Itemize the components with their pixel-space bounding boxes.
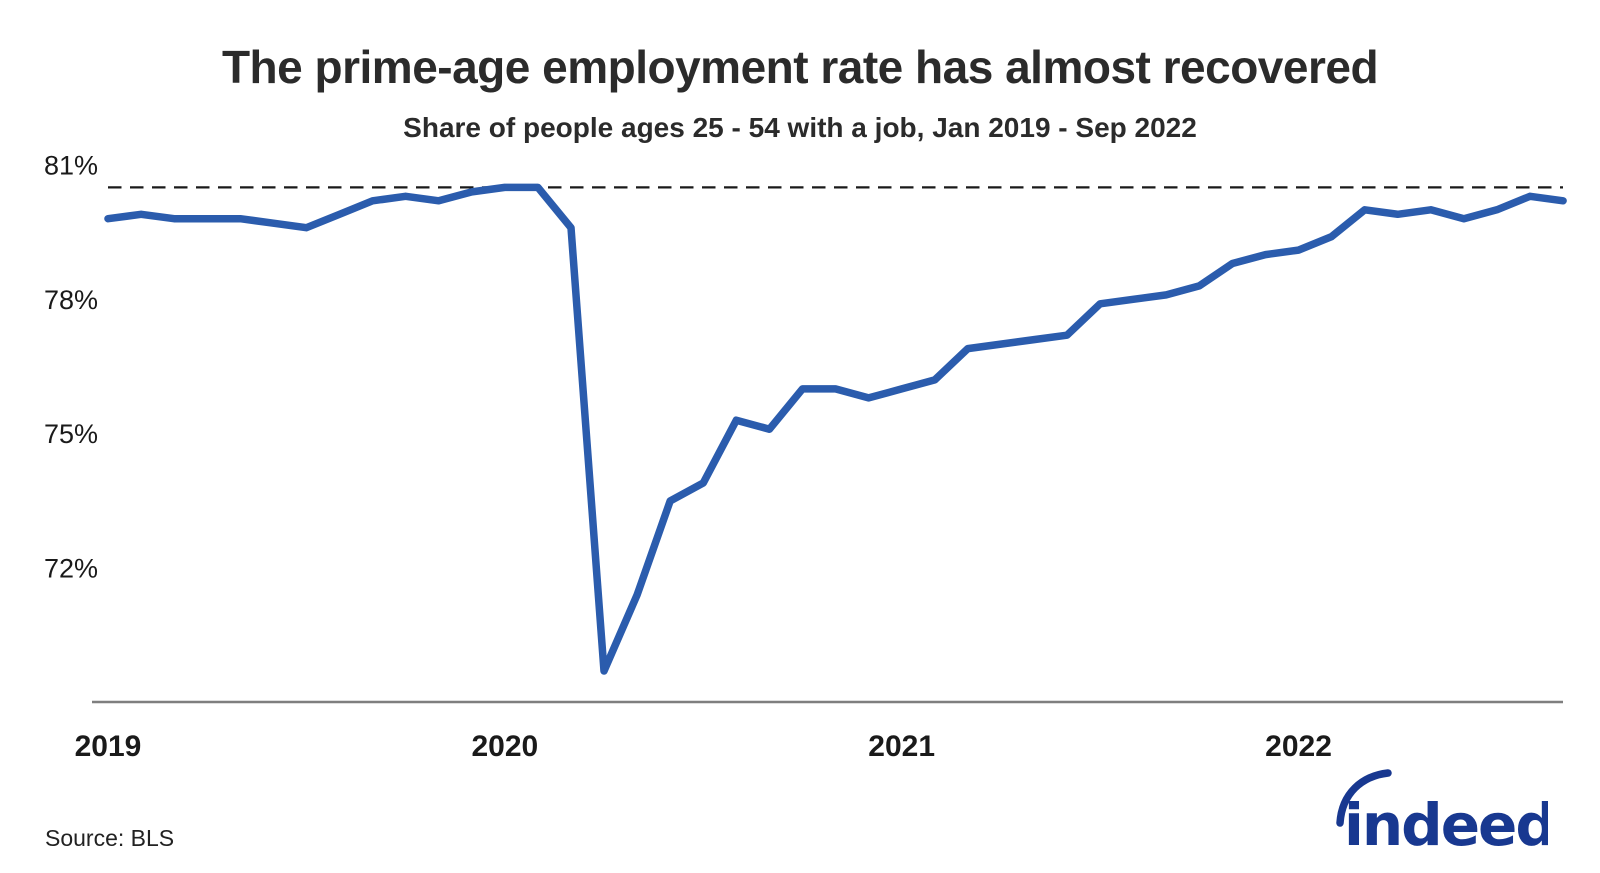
indeed-logo-wordmark: indeed xyxy=(1344,791,1548,857)
x-tick-label: 2019 xyxy=(75,730,142,763)
chart-title: The prime-age employment rate has almost… xyxy=(221,41,1379,93)
indeed-logo: indeed xyxy=(1336,769,1548,857)
indeed-logo-swoosh-icon xyxy=(1336,769,1392,827)
y-tick-label: 78% xyxy=(44,285,98,315)
x-tick-label: 2022 xyxy=(1265,730,1332,763)
source-note: Source: BLS xyxy=(45,825,175,851)
y-tick-label: 75% xyxy=(44,419,98,449)
y-tick-label: 72% xyxy=(44,554,98,584)
x-tick-label: 2021 xyxy=(868,730,935,763)
x-tick-label: 2020 xyxy=(471,730,538,763)
employment-rate-line xyxy=(104,183,1567,675)
chart-subtitle: Share of people ages 25 - 54 with a job,… xyxy=(403,112,1197,143)
y-tick-label: 81% xyxy=(44,151,98,181)
